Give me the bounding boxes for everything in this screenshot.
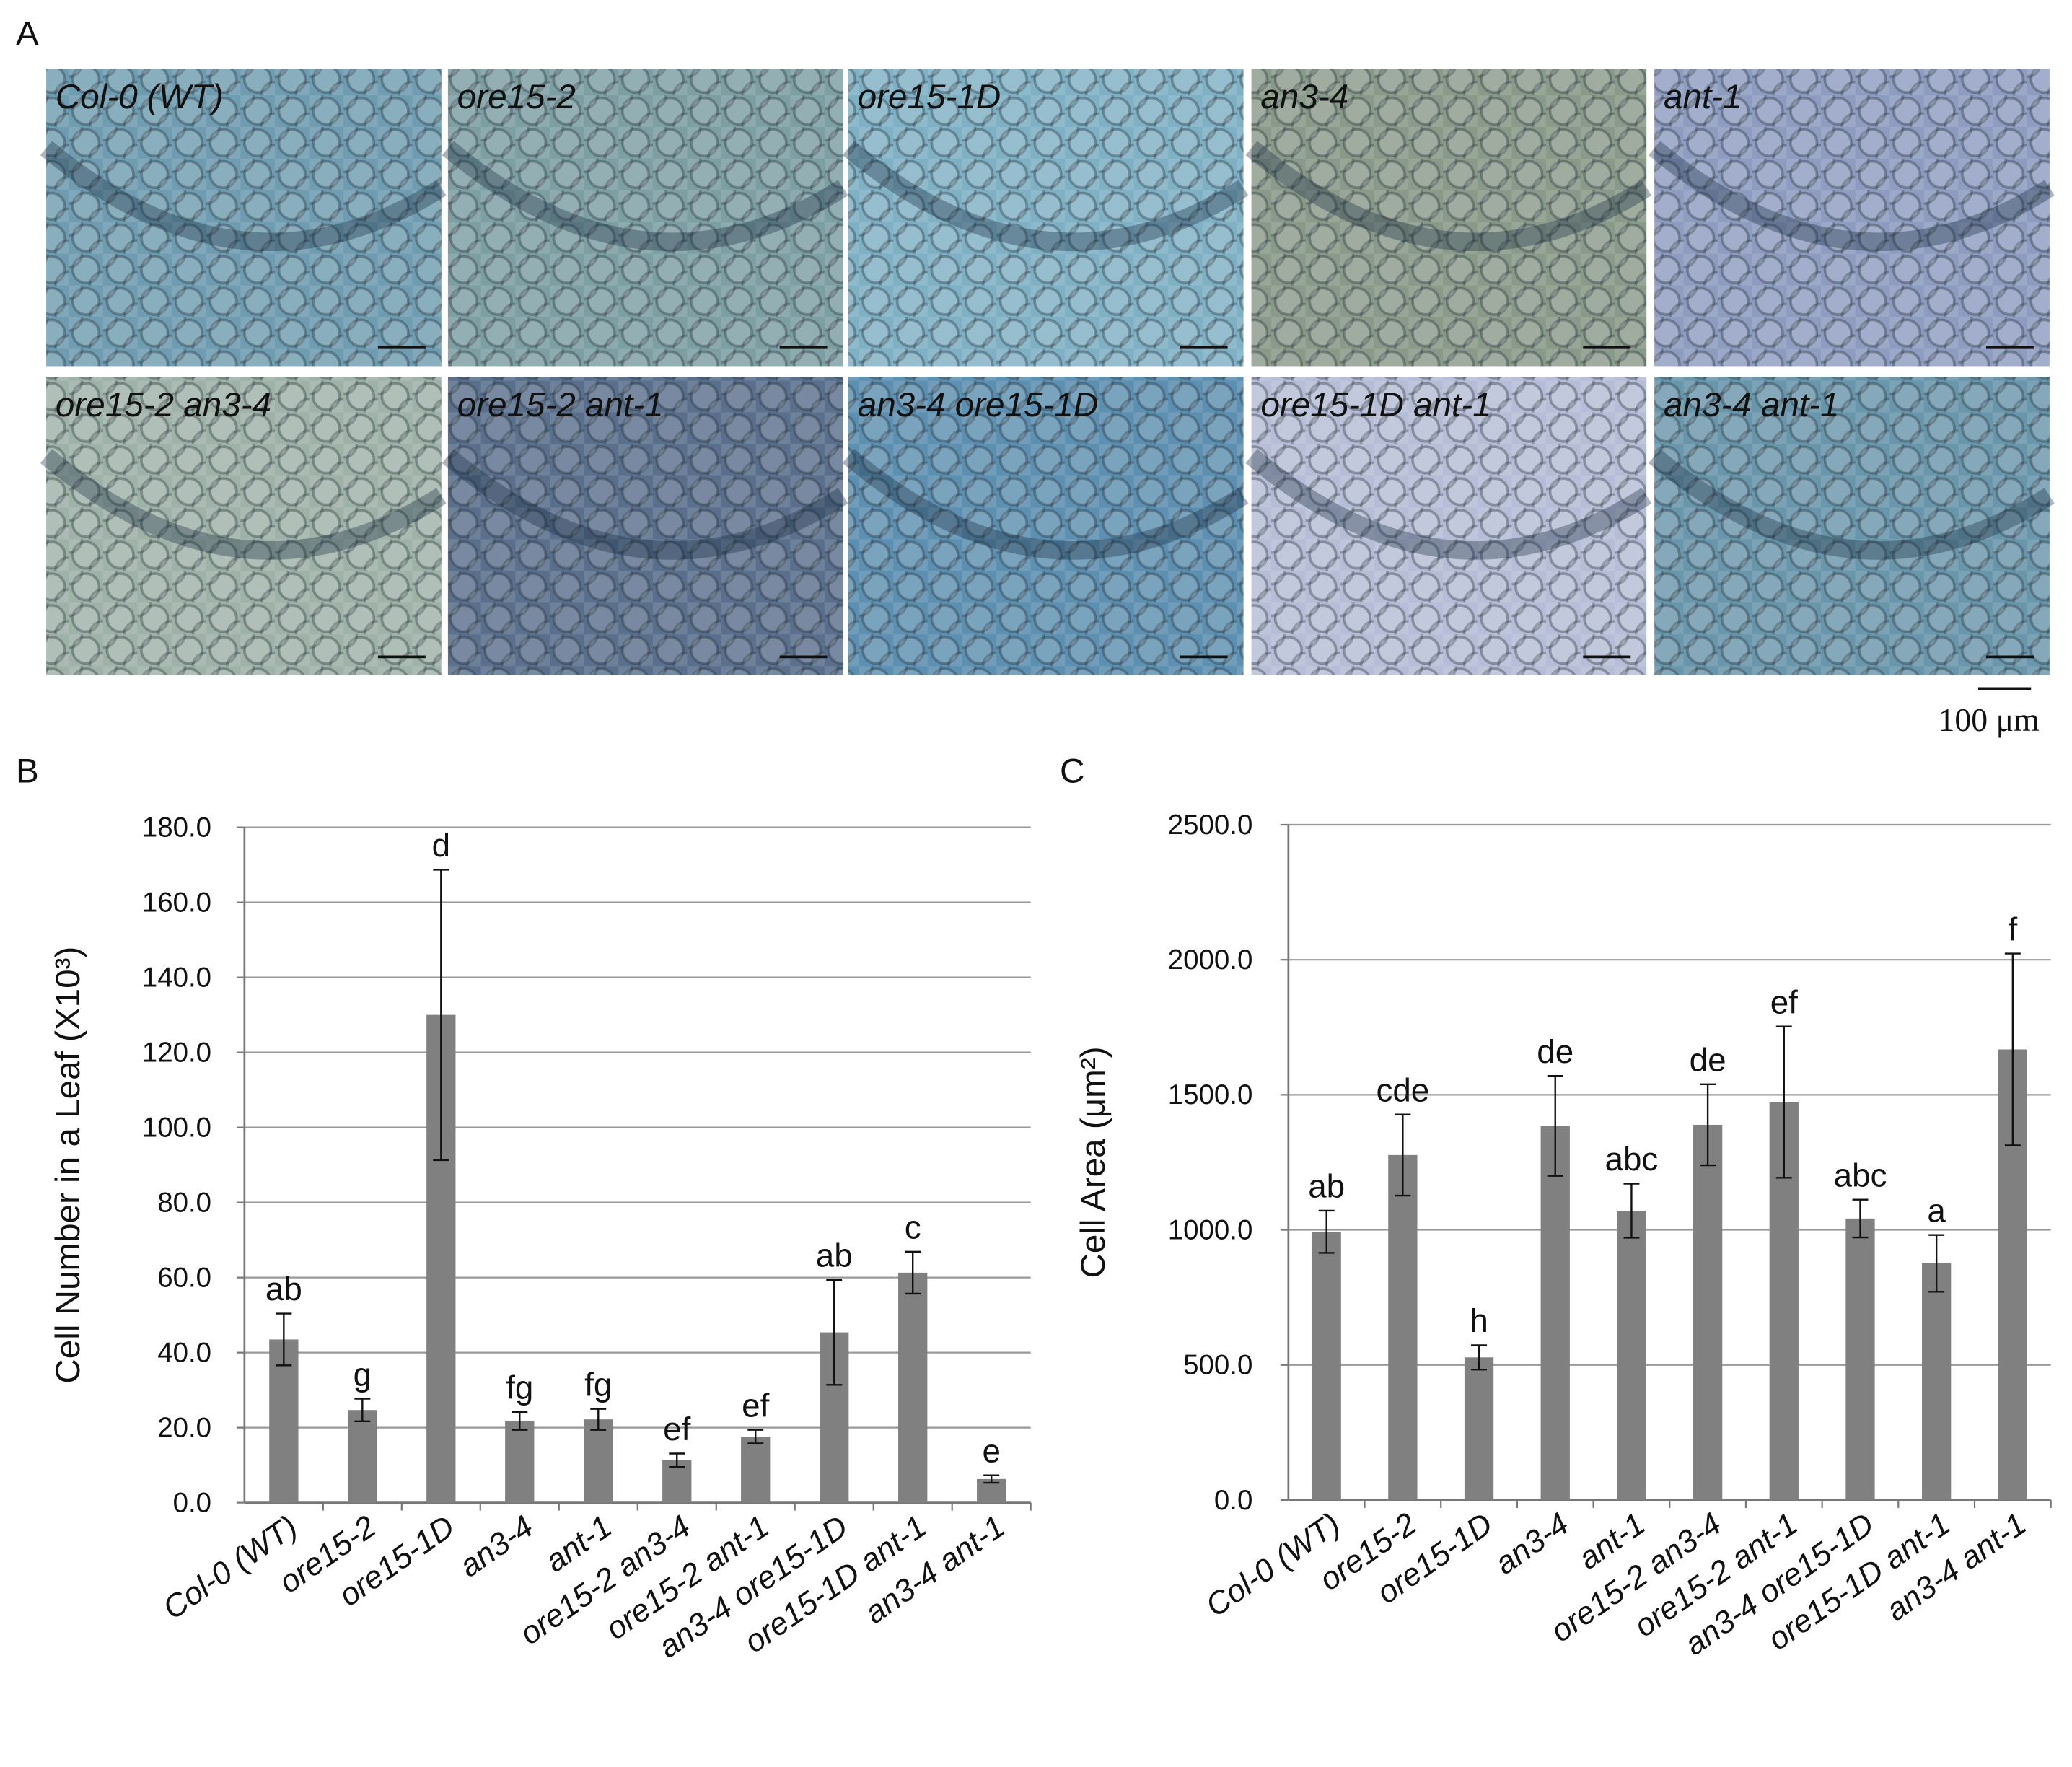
x-tick-label: an3-4 [1488, 1506, 1575, 1582]
y-axis-title: Cell Area (μm²) [1074, 1046, 1112, 1278]
significance-letter: abc [1834, 1157, 1887, 1193]
significance-letter: c [905, 1209, 921, 1245]
micrograph-texture [46, 69, 442, 367]
bar [505, 1421, 535, 1503]
micrograph-label: an3-4 [1260, 78, 1348, 116]
y-tick-label: 1500.0 [1168, 1079, 1253, 1110]
y-axis-title: Cell Number in a Leaf (X10³) [49, 947, 87, 1384]
micrograph-label: ore15-2 an3-4 [56, 386, 271, 424]
y-tick-label: 1000.0 [1168, 1214, 1253, 1245]
micrograph-texture [447, 377, 843, 676]
vein [842, 141, 1249, 252]
micrograph-label: an3-4 ore15-1D [858, 386, 1098, 424]
micrograph-label: ant-1 [1664, 78, 1742, 116]
y-tick-label: 0.0 [1214, 1485, 1252, 1516]
micrograph-texture [1654, 69, 2050, 367]
y-tick-label: 160.0 [142, 887, 211, 918]
scale-bar-label: 100 μm [1938, 701, 2039, 738]
micrograph-texture [1251, 69, 1647, 367]
vein [1245, 141, 1652, 252]
x-tick-label: an3-4 [453, 1509, 540, 1584]
bar [898, 1272, 928, 1503]
y-tick-label: 20.0 [157, 1412, 211, 1443]
significance-letter: de [1537, 1033, 1573, 1070]
vein [1648, 141, 2055, 252]
y-tick-label: 180.0 [142, 812, 211, 843]
significance-letter: e [982, 1432, 1000, 1469]
bar [1464, 1357, 1494, 1500]
significance-letter: fg [584, 1366, 612, 1403]
micrograph-label: an3-4 ant-1 [1664, 386, 1840, 424]
y-tick-label: 100.0 [142, 1112, 211, 1143]
significance-letter: ef [1770, 983, 1798, 1020]
y-tick-label: 120.0 [142, 1037, 211, 1068]
y-tick-label: 60.0 [157, 1262, 211, 1293]
significance-letter: ab [1308, 1168, 1345, 1205]
micrograph-label: ore15-1D ant-1 [1260, 386, 1491, 424]
micrograph-label: ore15-1D [858, 78, 1001, 116]
bar [1540, 1126, 1570, 1500]
significance-letter: d [432, 827, 450, 864]
micrograph-texture [46, 377, 442, 676]
micrograph-label: Col-0 (WT) [56, 78, 224, 116]
significance-letter: ab [265, 1271, 302, 1307]
bar [1845, 1218, 1875, 1500]
y-tick-label: 80.0 [157, 1187, 211, 1218]
bar [741, 1437, 771, 1503]
bar [584, 1419, 613, 1503]
bar [1693, 1124, 1723, 1500]
significance-letter: ab [816, 1237, 853, 1273]
bar [1617, 1210, 1646, 1500]
y-tick-label: 140.0 [142, 962, 211, 993]
vein [1245, 449, 1652, 560]
panel-label: C [1060, 752, 1084, 790]
vein [442, 449, 848, 560]
micrograph-grid: Col-0 (WT) ore15-2 ore15-1D an3-4 ant-1 ore15… [40, 69, 2055, 676]
micrograph-texture [1654, 377, 2050, 676]
bar [269, 1339, 299, 1503]
y-tick-label: 2000.0 [1168, 944, 1253, 975]
significance-letter: cde [1376, 1071, 1429, 1108]
vein [842, 449, 1249, 560]
micrograph-texture [1251, 377, 1647, 676]
significance-letter: ef [663, 1411, 690, 1447]
vein [40, 449, 447, 560]
significance-letter: f [2008, 911, 2017, 947]
micrograph-label: ore15-2 [457, 78, 576, 116]
vein [442, 141, 848, 252]
bar [1388, 1154, 1418, 1500]
significance-letter: a [1927, 1192, 1946, 1229]
micrograph-texture [848, 69, 1244, 367]
significance-letter: de [1690, 1041, 1726, 1078]
y-tick-label: 0.0 [173, 1487, 211, 1518]
significance-letter: ef [742, 1387, 769, 1424]
significance-letter: fg [506, 1369, 533, 1406]
bar [1312, 1232, 1341, 1500]
y-tick-label: 40.0 [157, 1337, 211, 1368]
significance-letter: g [354, 1356, 372, 1393]
significance-letter: abc [1605, 1141, 1659, 1178]
bar [348, 1410, 377, 1503]
y-tick-label: 500.0 [1183, 1350, 1252, 1381]
micrograph-texture [848, 377, 1244, 676]
significance-letter: h [1470, 1302, 1488, 1339]
bar [1922, 1263, 1952, 1500]
vein [1648, 449, 2055, 560]
vein [40, 141, 447, 252]
micrograph-texture [447, 69, 843, 367]
panel-label: A [16, 14, 39, 53]
panel-label: B [16, 752, 39, 790]
micrograph-label: ore15-2 ant-1 [457, 386, 664, 424]
y-tick-label: 2500.0 [1168, 810, 1253, 841]
